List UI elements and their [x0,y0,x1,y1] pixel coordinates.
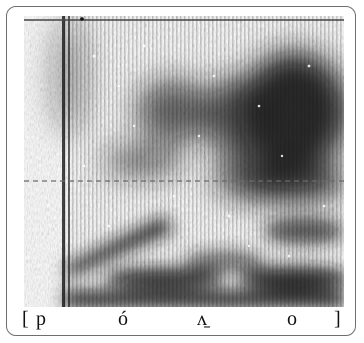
spectrogram-image [24,16,344,307]
close-bracket: ] [334,308,341,330]
segment-turned-v: ʌ̱ [197,308,207,330]
top-marker-dot [80,17,84,21]
spectrogram [24,16,344,307]
open-bracket: [ [22,308,29,330]
segment-o-acute: ó [118,308,128,330]
segment-o: o [287,308,297,330]
phonetic-transcription: [ p ó ʌ̱ o ] [22,306,342,334]
segment-p: p [36,308,46,330]
